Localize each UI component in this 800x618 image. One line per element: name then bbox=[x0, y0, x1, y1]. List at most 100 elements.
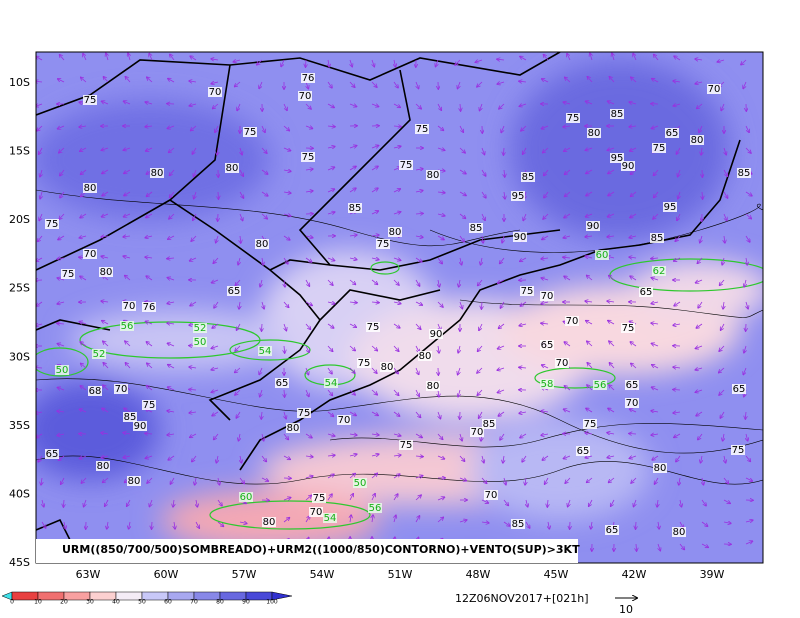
contour-label: 85 bbox=[512, 519, 525, 530]
contour-label-bg bbox=[469, 223, 483, 233]
wind-arrow bbox=[652, 455, 659, 460]
wind-arrow bbox=[504, 169, 505, 177]
contour-label-bg bbox=[337, 415, 351, 425]
wind-arrow bbox=[720, 279, 725, 285]
contour-label: 90 bbox=[622, 161, 635, 172]
contour-label-bg bbox=[99, 267, 113, 277]
wind-arrow bbox=[57, 411, 65, 412]
wind-arrow bbox=[520, 57, 527, 61]
wind-arrow bbox=[677, 213, 681, 220]
wind-arrow bbox=[723, 213, 727, 220]
wind-arrow bbox=[261, 411, 262, 419]
contour-label-bg bbox=[511, 191, 525, 201]
wind-arrow bbox=[741, 59, 747, 65]
wind-arrow bbox=[482, 455, 484, 463]
colorbar-label: 10 bbox=[34, 599, 42, 606]
lat-label: 10S bbox=[9, 76, 30, 89]
wind-arrow bbox=[327, 103, 334, 108]
wind-arrow bbox=[80, 213, 87, 218]
wind-arrow bbox=[195, 521, 199, 528]
wind-arrow bbox=[586, 321, 593, 325]
contour-label-bg bbox=[133, 421, 147, 431]
contour-label-bg bbox=[45, 449, 59, 459]
wind-arrow bbox=[168, 455, 175, 460]
wind-arrow bbox=[543, 147, 549, 153]
contour-label-bg bbox=[122, 301, 136, 311]
wind-arrow bbox=[564, 276, 571, 281]
contour-label: 75 bbox=[358, 358, 371, 369]
wind-arrow bbox=[542, 235, 549, 240]
contour-label: 70 bbox=[299, 91, 312, 102]
wind-arrow bbox=[327, 258, 335, 261]
contour-label: 75 bbox=[521, 286, 534, 297]
colorbar-label: 30 bbox=[86, 599, 94, 606]
contour-label: 85 bbox=[483, 419, 496, 430]
wind-arrow bbox=[58, 455, 65, 460]
contour-label-bg bbox=[732, 384, 746, 394]
wind-arrow bbox=[393, 279, 399, 285]
contour-label: 65 bbox=[228, 286, 241, 297]
wind-arrow bbox=[544, 55, 549, 61]
wind-arrow bbox=[481, 169, 486, 176]
wind-arrow bbox=[371, 146, 379, 149]
wind-arrow bbox=[657, 499, 658, 507]
contour-label: 85 bbox=[470, 223, 483, 234]
wind-arrow bbox=[239, 301, 240, 309]
contour-label-bg bbox=[298, 91, 312, 101]
wind-arrow bbox=[607, 236, 615, 237]
wind-arrow bbox=[416, 81, 419, 89]
wind-arrow bbox=[481, 499, 488, 503]
contour-label-bg bbox=[415, 124, 429, 134]
contour-label-bg bbox=[565, 316, 579, 326]
wind-arrow bbox=[283, 235, 290, 240]
wind-arrow bbox=[305, 516, 310, 523]
wind-arrow bbox=[237, 103, 241, 110]
wind-arrow bbox=[674, 301, 681, 306]
contour-label-bg bbox=[353, 478, 367, 488]
wind-arrow bbox=[372, 515, 373, 523]
wind-arrow bbox=[214, 301, 219, 308]
wind-arrow bbox=[745, 125, 749, 132]
vector-reference: 10 bbox=[619, 603, 633, 616]
wind-arrow bbox=[520, 257, 527, 261]
wind-arrow bbox=[283, 257, 288, 264]
contour-label: 68 bbox=[89, 386, 102, 397]
contour-label-bg bbox=[652, 143, 666, 153]
wind-arrow bbox=[460, 257, 462, 265]
wind-arrow bbox=[167, 323, 175, 324]
wind-arrow bbox=[519, 412, 527, 413]
wind-arrow bbox=[84, 499, 86, 507]
wind-arrow bbox=[284, 345, 285, 353]
wind-arrow bbox=[563, 236, 571, 238]
wind-arrow bbox=[81, 169, 87, 174]
wind-arrow bbox=[415, 456, 423, 457]
contour-label-bg bbox=[55, 365, 69, 375]
wind-arrow bbox=[257, 59, 263, 65]
contour-label: 80 bbox=[263, 517, 276, 528]
wind-arrow bbox=[629, 434, 637, 435]
wind-arrow bbox=[102, 169, 109, 174]
lon-label: 63W bbox=[76, 568, 101, 581]
wind-arrow bbox=[458, 389, 460, 397]
wind-arrow bbox=[36, 257, 43, 261]
contour-label-bg bbox=[324, 378, 338, 388]
wind-arrow bbox=[564, 456, 571, 459]
wind-arrow bbox=[123, 236, 131, 237]
wind-arrow bbox=[371, 473, 377, 479]
contour-label-bg bbox=[429, 329, 443, 339]
wind-arrow bbox=[586, 191, 593, 196]
contour-label: 76 bbox=[302, 73, 315, 84]
wind-arrow bbox=[678, 191, 680, 199]
contour-label: 65 bbox=[640, 287, 653, 298]
contour-label: 85 bbox=[611, 109, 624, 120]
wind-arrow bbox=[652, 365, 659, 369]
wind-arrow bbox=[458, 367, 460, 375]
wind-arrow bbox=[479, 411, 483, 418]
wind-arrow bbox=[744, 345, 746, 353]
wind-arrow bbox=[480, 103, 483, 111]
contour-label-bg bbox=[737, 168, 751, 178]
wind-arrow bbox=[746, 301, 748, 309]
wind-arrow bbox=[211, 368, 219, 370]
wind-arrow bbox=[526, 499, 528, 507]
wind-arrow bbox=[654, 55, 659, 61]
